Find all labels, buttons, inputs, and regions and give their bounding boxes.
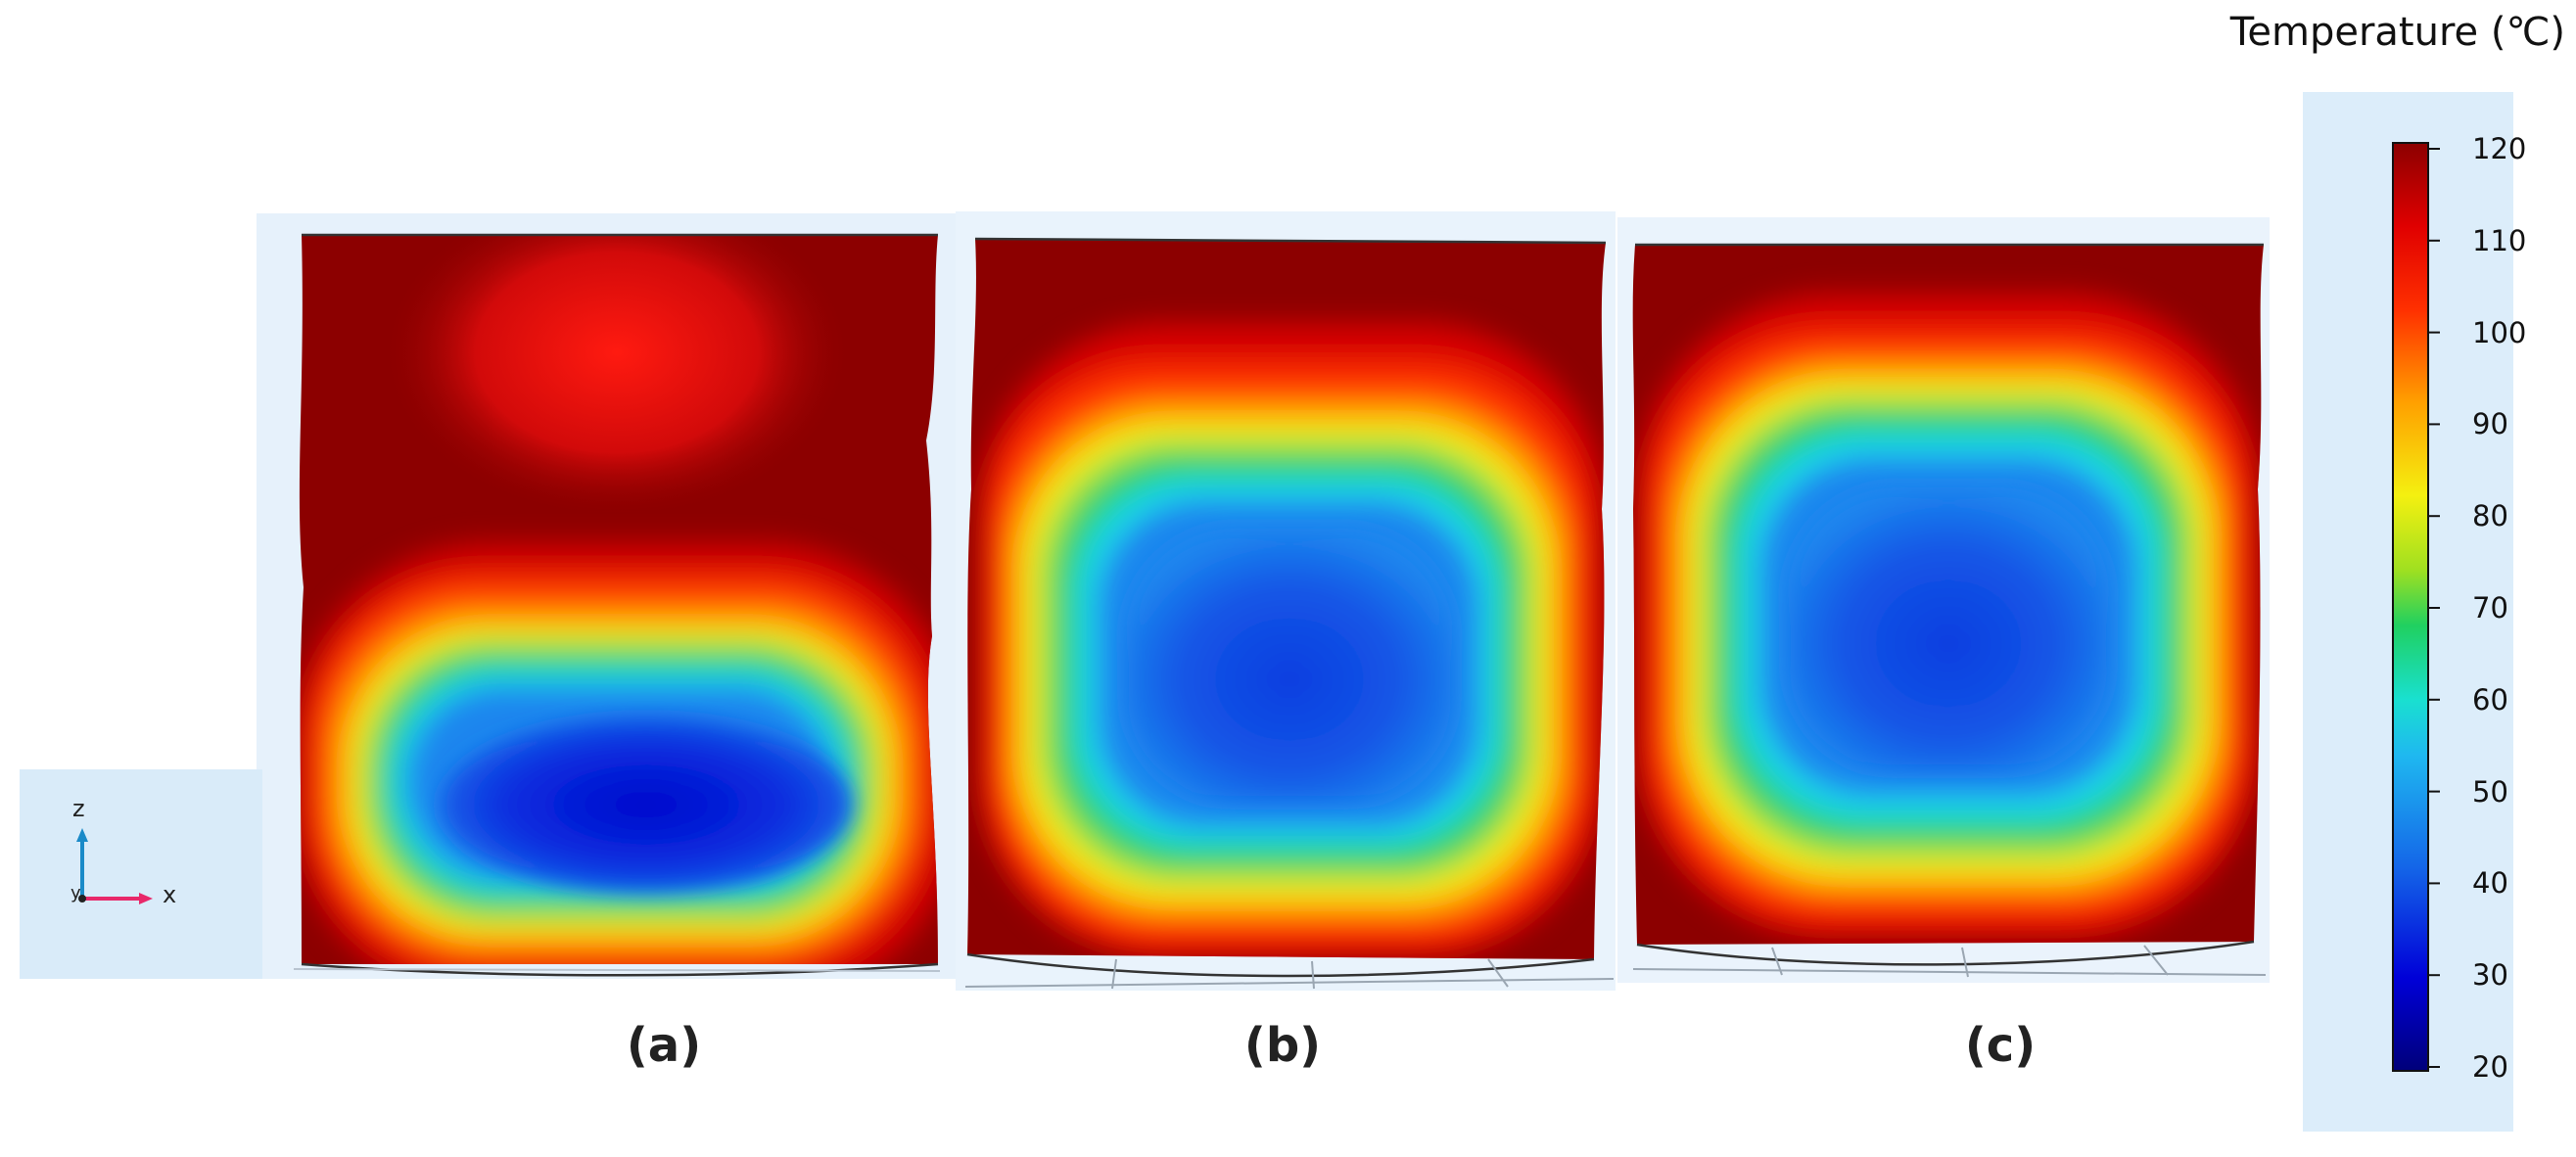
colorbar-tick-label: 30 [2472, 958, 2508, 993]
colorbar-tick-label: 60 [2472, 682, 2508, 717]
panel-b-top-edge [974, 237, 1607, 245]
panel-a-label: (a) [626, 1018, 702, 1073]
colorbar-tick-label: 50 [2472, 774, 2508, 809]
colorbar-tick-label: 100 [2472, 315, 2527, 349]
panel-c-base-edge [1636, 940, 2255, 966]
panel-c-grid-lines [1632, 945, 2267, 978]
panel-b-grid-lines [964, 958, 1615, 990]
colorbar-tick-label: 70 [2472, 591, 2508, 625]
colorbar-tick-label: 80 [2472, 499, 2508, 533]
colorbar-tick-label: 90 [2472, 407, 2508, 441]
panel-c-temperature-field [1632, 245, 2264, 945]
colorbar-tick-label: 110 [2472, 223, 2527, 257]
y-axis-label: y [70, 883, 81, 903]
colorbar-ticks [2428, 148, 2440, 1068]
colorbar-tick-label: 120 [2472, 132, 2527, 165]
panel-c-label: (c) [1964, 1018, 2037, 1073]
x-axis-label: x [163, 881, 177, 908]
axes-triad-box [20, 769, 262, 979]
panel-b-base-edge [966, 952, 1595, 978]
axes-triad [76, 828, 153, 904]
colorbar-tick-label: 40 [2472, 866, 2508, 901]
panel-b-temperature-field [967, 239, 1606, 959]
colorbar-tick-label: 20 [2472, 1050, 2508, 1084]
colorbar-title: Temperature (℃) [2229, 10, 2565, 55]
panel-a-temperature-field [299, 235, 938, 964]
colorbar-gradient [2392, 142, 2429, 1072]
panel-b-label: (b) [1243, 1018, 1322, 1073]
z-axis-label: z [72, 795, 85, 822]
